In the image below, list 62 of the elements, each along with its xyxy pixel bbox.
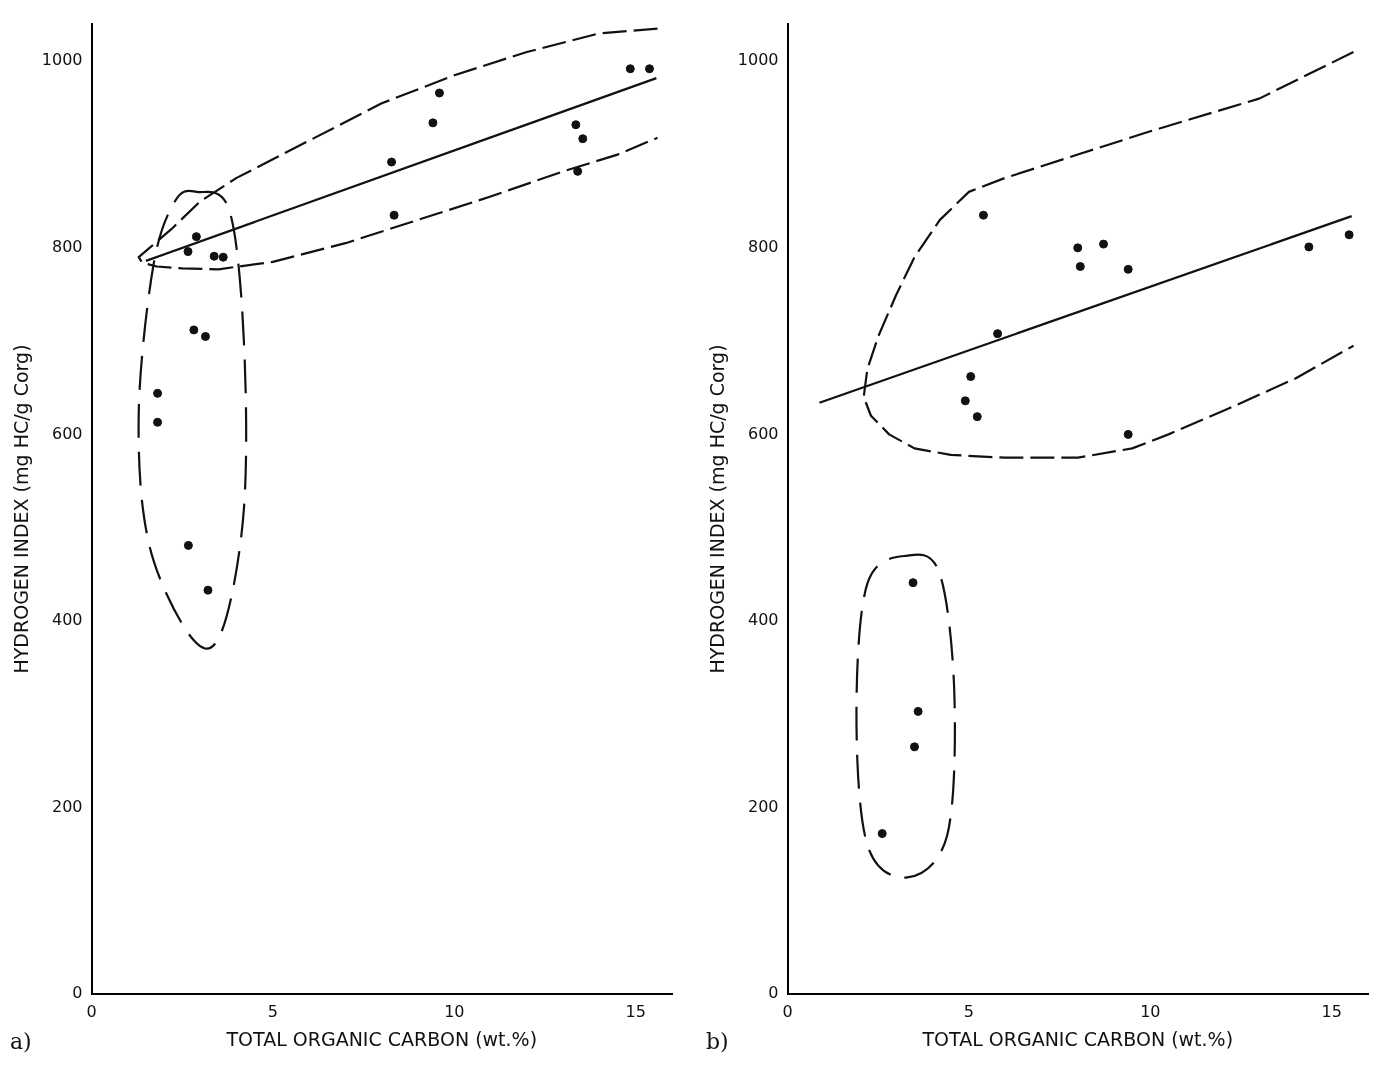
point	[191, 232, 201, 242]
point	[993, 329, 1003, 339]
x-tick-label: 5	[267, 1001, 279, 1021]
x-axis-title: TOTAL ORGANIC CARBON (wt.%)	[921, 1027, 1234, 1050]
point	[1123, 264, 1133, 274]
y-axis-title: HYDROGEN INDEX (mg HC/g Corg)	[706, 344, 729, 674]
point	[910, 742, 919, 752]
point	[578, 134, 588, 144]
point	[389, 210, 399, 220]
y-tick-label: 800	[747, 237, 779, 256]
y-tick-label: 200	[51, 796, 83, 816]
point	[183, 540, 193, 550]
x-tick-label: 5	[963, 1001, 975, 1021]
point	[625, 64, 635, 74]
x-tick-label: 10	[1140, 1001, 1161, 1021]
y-tick-label: 400	[747, 610, 779, 630]
point	[218, 252, 228, 262]
x-tick-label: 0	[86, 1001, 97, 1021]
point	[209, 251, 219, 261]
point	[960, 396, 970, 406]
x-axis-title: TOTAL ORGANIC CARBON (wt.%)	[225, 1027, 538, 1050]
y-tick-label: 600	[51, 423, 83, 443]
point	[387, 157, 397, 167]
text: a)	[10, 1028, 32, 1054]
point	[153, 388, 163, 398]
point	[203, 585, 213, 595]
point	[972, 412, 982, 422]
x-tick-label: 15	[625, 1001, 646, 1021]
point	[966, 372, 976, 382]
x-tick-label: 15	[1321, 1001, 1342, 1021]
line-series	[137, 27, 659, 271]
point	[1075, 262, 1085, 271]
y-axis-title: HYDROGEN INDEX (mg HC/g Corg)	[10, 344, 33, 674]
point	[1099, 239, 1109, 249]
point	[877, 829, 887, 839]
point	[645, 64, 655, 74]
point	[200, 331, 210, 341]
y-tick-label: 800	[51, 237, 83, 256]
point	[1304, 242, 1314, 252]
y-tick-label: 600	[747, 423, 779, 443]
y-tick-label: 0	[768, 983, 779, 1003]
point	[908, 578, 918, 588]
point	[571, 120, 581, 130]
point	[183, 247, 193, 257]
point	[428, 118, 438, 128]
y-tick-label: 0	[72, 983, 83, 1003]
x-tick-label: 0	[782, 1001, 793, 1021]
point	[189, 325, 199, 335]
x-tick-label: 10	[444, 1001, 465, 1021]
y-tick-label: 1000	[737, 50, 779, 70]
point	[978, 210, 988, 220]
text: b)	[706, 1028, 729, 1054]
point	[913, 706, 923, 716]
y-tick-label: 200	[747, 796, 779, 816]
y-tick-label: 400	[51, 610, 83, 630]
point	[1123, 429, 1133, 439]
point	[1344, 230, 1354, 240]
point	[153, 417, 163, 427]
y-tick-label: 1000	[41, 50, 83, 70]
point	[434, 88, 444, 98]
point	[1073, 243, 1083, 253]
point	[573, 166, 583, 176]
